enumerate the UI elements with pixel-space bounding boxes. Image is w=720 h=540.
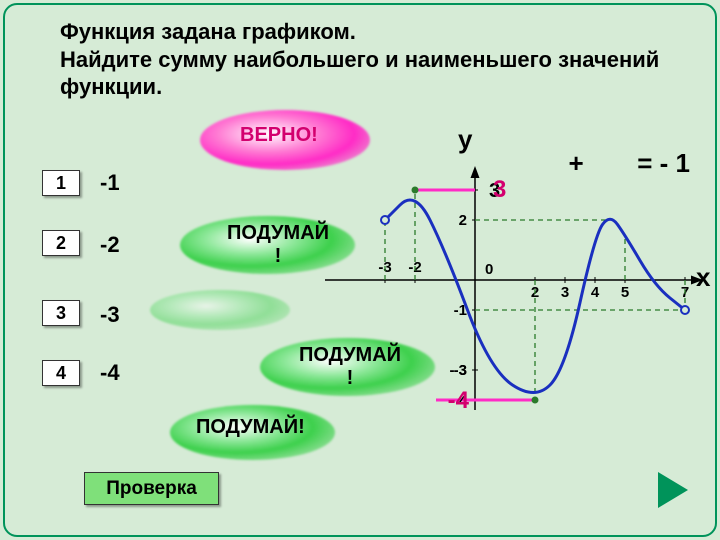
svg-text:3: 3 xyxy=(561,284,569,301)
answer-button-3[interactable]: 3 xyxy=(42,300,80,326)
fade-blob xyxy=(150,290,290,330)
answer-button-4[interactable]: 4 xyxy=(42,360,80,386)
next-arrow-icon[interactable] xyxy=(658,472,688,508)
problem-line1: Функция задана графиком. xyxy=(60,19,356,44)
check-button[interactable]: Проверка xyxy=(84,472,219,505)
svg-text:0: 0 xyxy=(485,261,493,278)
y-axis-label: у xyxy=(458,124,472,155)
graph: -3-223457-3-10233- 4-4- 3 у х xyxy=(290,130,710,410)
svg-text:-4: -4 xyxy=(448,387,470,410)
svg-text:2: 2 xyxy=(459,212,467,229)
svg-text:- 3: - 3 xyxy=(449,362,467,379)
svg-text:5: 5 xyxy=(621,284,629,301)
answer-value-4: -4 xyxy=(100,360,120,386)
graph-svg: -3-223457-3-10233- 4-4- 3 xyxy=(290,130,710,410)
x-axis-label: х xyxy=(696,262,710,293)
svg-text:3: 3 xyxy=(493,176,506,203)
svg-text:4: 4 xyxy=(591,284,600,301)
answer-value-1: -1 xyxy=(100,170,120,196)
answer-value-2: -2 xyxy=(100,232,120,258)
answer-button-1[interactable]: 1 xyxy=(42,170,80,196)
answer-value-3: -3 xyxy=(100,302,120,328)
answer-button-2[interactable]: 2 xyxy=(42,230,80,256)
problem-text: Функция задана графиком. Найдите сумму н… xyxy=(60,18,680,101)
think-label-3: ПОДУМАЙ! xyxy=(196,416,305,439)
problem-line2: Найдите сумму наибольшего и наименьшего … xyxy=(60,47,659,100)
